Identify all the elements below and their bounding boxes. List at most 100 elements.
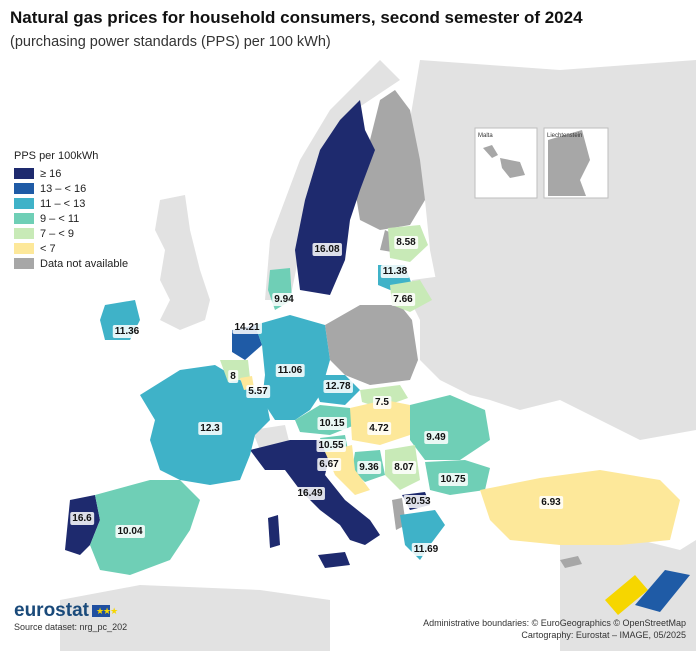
value-label-slovenia: 10.55 (318, 440, 343, 451)
value-label-france: 12.3 (200, 423, 220, 434)
value-label-bg (438, 473, 468, 486)
image-logo-mark (605, 570, 690, 615)
value-label-austria: 10.15 (319, 418, 344, 429)
legend-item: 13 – < 16 (14, 181, 128, 196)
value-label-italy: 16.49 (297, 488, 322, 499)
legend-swatch (14, 243, 34, 254)
value-label-czechia: 12.78 (325, 381, 350, 392)
value-label-bg (394, 236, 419, 249)
legend-swatch (14, 213, 34, 224)
value-label-macedonia: 20.53 (405, 496, 430, 507)
region-greece (400, 510, 445, 560)
value-label-bg (317, 417, 347, 430)
land-uk (155, 195, 210, 330)
credits-cartography: Cartography: Eurostat – IMAGE, 05/2025 (521, 630, 686, 640)
value-label-hungary: 4.72 (369, 423, 389, 434)
legend-swatch (14, 183, 34, 194)
value-label-bg (275, 364, 305, 377)
value-label-bg (316, 439, 346, 452)
legend-item: 7 – < 9 (14, 226, 128, 241)
value-label-bg (367, 422, 392, 435)
map-title: Natural gas prices for household consume… (10, 8, 583, 27)
value-label-bg (312, 243, 342, 256)
value-label-spain: 10.04 (117, 526, 142, 537)
value-label-bg (70, 512, 95, 525)
value-label-lithuania: 11.38 (383, 266, 408, 277)
legend-label: 11 – < 13 (40, 197, 86, 210)
value-label-bg (295, 487, 325, 500)
value-label-luxembourg: 5.57 (248, 386, 268, 397)
logo-text: eurostat (14, 600, 89, 621)
region-spain (90, 480, 200, 575)
region-sardinia (268, 515, 280, 548)
inset-liechtenstein-neighbours (548, 130, 590, 196)
value-label-bg (246, 385, 271, 398)
legend-label: 7 – < 9 (40, 227, 74, 240)
land-belarus (410, 275, 470, 320)
credits-boundaries: Administrative boundaries: © EuroGeograp… (423, 618, 686, 628)
region-malta (483, 145, 525, 178)
value-label-portugal: 16.6 (72, 513, 92, 524)
value-label-germany: 11.06 (278, 365, 303, 376)
value-label-sweden: 16.08 (314, 244, 339, 255)
legend-item: 9 – < 11 (14, 211, 128, 226)
map-subtitle: (purchasing power standards (PPS) per 10… (10, 34, 331, 50)
value-label-denmark: 9.94 (274, 294, 294, 305)
value-label-bg (424, 431, 449, 444)
value-label-netherlands: 14.21 (234, 322, 259, 333)
legend-item: Data not available (14, 256, 128, 271)
region-poland (325, 305, 418, 385)
legend-swatch (14, 228, 34, 239)
legend-item: 11 – < 13 (14, 196, 128, 211)
credits: Administrative boundaries: © EuroGeograp… (423, 617, 686, 641)
legend-swatch (14, 198, 34, 209)
value-label-bg (539, 496, 564, 509)
legend-label: Data not available (40, 257, 129, 270)
value-label-bg (198, 422, 223, 435)
value-label-estonia: 7.66 (393, 294, 413, 305)
legend-label: < 7 (40, 242, 56, 255)
legend-label: ≥ 16 (40, 167, 62, 180)
value-label-romania: 9.49 (426, 432, 446, 443)
region-turkey (480, 470, 680, 545)
value-label-bg (228, 370, 239, 383)
source-note: Source dataset: nrg_pc_202 (14, 622, 128, 632)
eu-flag-icon: ★★★ (91, 605, 118, 617)
legend-swatch (14, 168, 34, 179)
value-labels: 16.08 8.58 11.38 7.66 9.94 11.36 14.21 8 5.57 11.… (70, 236, 564, 556)
legend-swatch (14, 258, 34, 269)
value-label-bg (357, 461, 382, 474)
value-label-bg (272, 293, 297, 306)
value-label-bg (392, 461, 417, 474)
value-label-bg (115, 525, 145, 538)
value-label-bg (317, 458, 342, 471)
land-north-africa (60, 585, 330, 651)
value-label-greece: 11.69 (414, 544, 439, 555)
legend: PPS per 100kWh ≥ 16 13 – < 16 11 – < 13 9 –… (14, 150, 128, 271)
legend-item: < 7 (14, 241, 128, 256)
flag-stars: ★★★ (95, 606, 118, 616)
legend-item: ≥ 16 (14, 166, 128, 181)
value-label-bg (403, 495, 433, 508)
liechtenstein-inset-label: Liechtenstein (547, 133, 582, 139)
value-label-bg (323, 380, 353, 393)
value-label-croatia: 6.67 (319, 459, 339, 470)
value-label-bg (232, 321, 262, 334)
value-label-slovakia: 7.5 (375, 397, 389, 408)
value-label-bosnia: 9.36 (359, 462, 379, 473)
value-label-ireland: 11.36 (115, 326, 140, 337)
value-label-bg (380, 265, 410, 278)
value-label-bg (411, 543, 441, 556)
value-label-bg (391, 293, 416, 306)
value-label-bulgaria: 10.75 (440, 474, 465, 485)
value-label-bg (373, 396, 392, 409)
legend-label: 9 – < 11 (40, 212, 80, 225)
region-sicily (318, 552, 350, 568)
eurostat-logo: eurostat ★★★ (14, 600, 118, 622)
region-finland (355, 90, 425, 230)
value-label-belgium: 8 (230, 371, 236, 382)
legend-title: PPS per 100kWh (14, 150, 99, 162)
land-ukraine (420, 300, 580, 410)
legend-label: 13 – < 16 (40, 182, 87, 195)
